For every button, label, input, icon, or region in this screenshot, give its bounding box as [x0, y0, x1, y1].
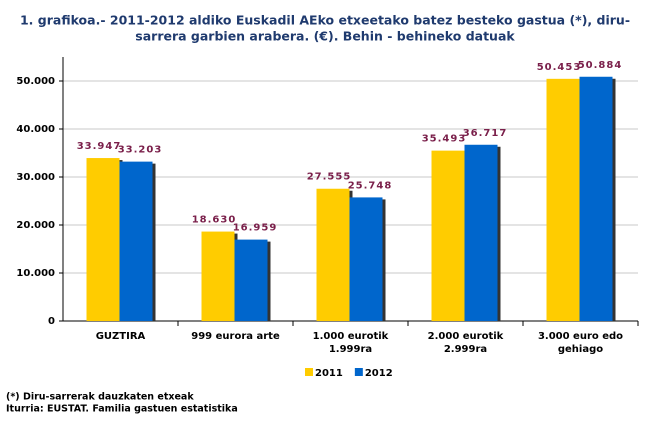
value-label: 50.453 — [537, 62, 582, 73]
x-tick-label: 3.000 euro edo gehiago — [537, 331, 624, 355]
bar — [119, 161, 153, 321]
x-tick-label: 1.000 eurotik 1.999ra — [312, 331, 389, 355]
y-tick-label: 0 — [48, 316, 55, 327]
value-label: 18.630 — [192, 215, 237, 226]
bar — [316, 188, 350, 321]
chart-title: 1. grafikoa.- 2011-2012 aldiko Euskadil … — [20, 13, 630, 28]
value-label: 25.748 — [348, 180, 393, 191]
y-tick-label: 40.000 — [16, 124, 55, 135]
legend-swatch — [305, 368, 313, 376]
bar — [234, 239, 268, 321]
legend-label: 2012 — [365, 368, 393, 379]
x-tick-label: 2.000 eurotik 2.999ra — [427, 331, 504, 355]
value-label: 27.555 — [307, 172, 352, 183]
bar — [86, 158, 120, 321]
chart-title: sarrera garbien arabera. (€). Behin - be… — [135, 29, 515, 44]
bar — [431, 150, 465, 321]
value-label: 35.493 — [422, 134, 467, 145]
y-tick-label: 20.000 — [16, 220, 55, 231]
x-tick-label: GUZTIRA — [95, 331, 146, 342]
bar — [546, 78, 580, 322]
bar — [201, 231, 235, 321]
value-label: 16.959 — [233, 223, 278, 234]
y-tick-label: 50.000 — [16, 76, 55, 87]
footnote: Iturria: EUSTAT. Familia gastuen estatis… — [6, 404, 238, 415]
value-label: 50.884 — [578, 60, 623, 71]
bar — [579, 76, 613, 321]
legend-label: 2011 — [315, 368, 343, 379]
y-tick-label: 30.000 — [16, 172, 55, 183]
legend-swatch — [354, 368, 363, 376]
x-tick-label: 999 eurora arte — [191, 331, 280, 342]
bar — [349, 197, 383, 321]
bar — [464, 144, 498, 321]
footnote: (*) Diru-sarrerak dauzkaten etxeak — [6, 392, 194, 403]
value-label: 36.717 — [463, 128, 508, 139]
value-label: 33.203 — [118, 145, 163, 156]
y-tick-label: 10.000 — [16, 268, 55, 279]
value-label: 33.947 — [77, 141, 122, 152]
